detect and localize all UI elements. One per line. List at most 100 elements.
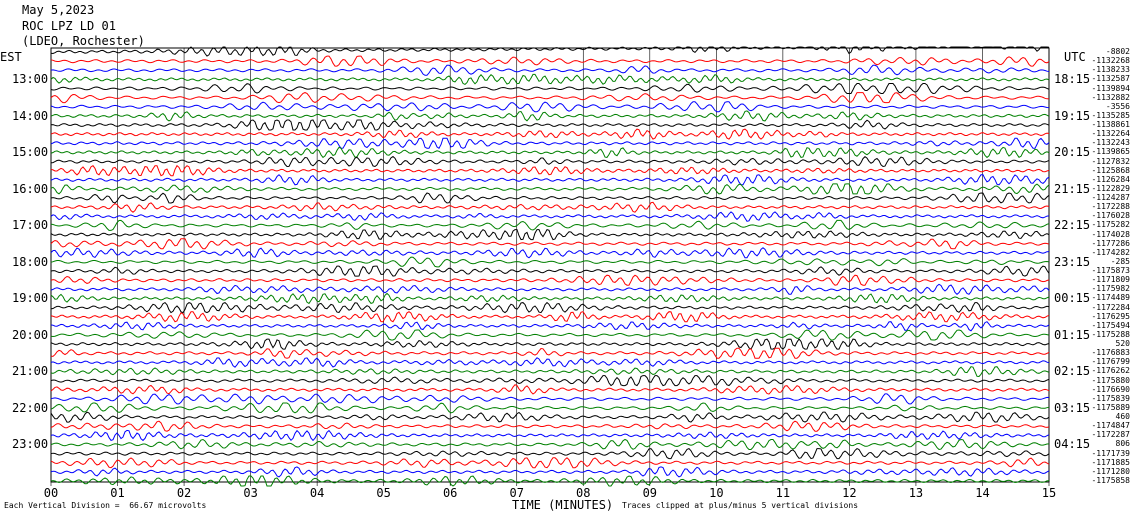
utc-hour-label: 03:15 (1054, 400, 1091, 415)
utc-hour-label: 22:15 (1054, 218, 1091, 233)
seismic-trace (50, 256, 1050, 268)
seismic-trace (50, 438, 1050, 451)
trace-offset-label: -1176295 (1091, 311, 1130, 321)
scale-note: Each Vertical Division = 66.67 microvolt… (4, 501, 207, 510)
trace-offset-label: -1171739 (1091, 448, 1130, 458)
x-tick-label: 15 (1041, 486, 1057, 500)
seismic-trace (50, 457, 1050, 469)
x-tick-label: 13 (908, 486, 924, 500)
utc-hour-label: 21:15 (1054, 181, 1091, 196)
seismic-trace (50, 119, 1050, 131)
seismic-trace (50, 357, 1050, 368)
utc-hour-label: 01:15 (1054, 327, 1091, 342)
trace-offset-label: -1175288 (1091, 329, 1130, 339)
seismic-trace (50, 174, 1050, 186)
trace-offset-label: -285 (1110, 256, 1130, 266)
seismic-trace (50, 192, 1050, 204)
est-hour-label: 21:00 (12, 364, 49, 379)
trace-offset-label: 520 (1115, 339, 1130, 349)
trace-offset-label: -1132243 (1091, 138, 1130, 148)
seismic-trace (50, 55, 1050, 67)
trace-offset-label: -1172284 (1091, 302, 1130, 312)
est-hour-label: 13:00 (12, 72, 49, 87)
trace-offset-label: -1175494 (1091, 320, 1130, 330)
seismic-trace (50, 420, 1050, 432)
trace-offset-label: 806 (1115, 439, 1130, 449)
trace-offset-label: -3556 (1105, 101, 1130, 111)
x-tick-label: 03 (243, 486, 258, 500)
x-tick-label: 08 (576, 486, 591, 500)
est-hour-label: 22:00 (12, 400, 49, 415)
utc-hour-label: 23:15 (1054, 254, 1091, 269)
seismic-trace (50, 329, 1050, 341)
x-tick-label: 05 (376, 486, 391, 500)
seismic-trace (50, 101, 1050, 113)
trace-offset-label: -1132587 (1091, 74, 1130, 84)
trace-offset-label: -1175282 (1091, 220, 1130, 230)
trace-offset-label: -1138233 (1091, 65, 1130, 75)
trace-offset-label: -1125868 (1091, 165, 1130, 175)
trace-offset-label: -1126284 (1091, 174, 1130, 184)
seismic-trace (50, 366, 1050, 378)
trace-offset-label: -1174028 (1091, 229, 1130, 239)
trace-offset-label: -1139865 (1091, 147, 1130, 157)
x-tick-label: 02 (176, 486, 192, 500)
trace-offset-label: -1172288 (1091, 202, 1130, 212)
x-tick-label: 04 (309, 486, 325, 500)
seismic-trace (50, 448, 1050, 460)
plot-frame (50, 47, 1050, 483)
trace-offset-label: -1132882 (1091, 92, 1130, 102)
trace-offset-label: -1127832 (1091, 156, 1130, 166)
seismic-trace (50, 146, 1050, 159)
seismic-trace (50, 46, 1050, 57)
trace-offset-label: -1171280 (1091, 466, 1130, 476)
seismic-trace (50, 402, 1050, 414)
trace-offset-label: -1132268 (1091, 56, 1130, 66)
est-hour-label: 15:00 (12, 145, 49, 160)
seismic-trace (50, 73, 1050, 85)
trace-offset-label: 460 (1115, 412, 1130, 422)
x-tick-label: 14 (975, 486, 990, 500)
seismic-trace (50, 247, 1050, 259)
seismic-trace (50, 137, 1050, 150)
x-tick-label: 06 (442, 486, 458, 500)
trace-offset-label: -1139894 (1091, 83, 1130, 93)
x-tick-label: 12 (842, 486, 857, 500)
trace-offset-label: -1172287 (1091, 430, 1130, 440)
seismic-trace (50, 265, 1050, 277)
trace-offset-label: -1124287 (1091, 193, 1130, 203)
est-hour-label: 18:00 (12, 254, 49, 269)
est-hour-label: 14:00 (12, 108, 49, 123)
trace-offset-label: -1171809 (1091, 275, 1130, 285)
seismic-trace (50, 384, 1050, 395)
trace-offset-label: -1175889 (1091, 402, 1130, 412)
seismic-trace (50, 393, 1050, 405)
trace-offset-label: -1175880 (1091, 375, 1130, 385)
seismic-trace (50, 374, 1050, 387)
seismic-trace (50, 311, 1050, 323)
seismic-trace (50, 64, 1050, 76)
est-hour-label: 20:00 (12, 327, 49, 342)
trace-offset-label: -1174282 (1091, 247, 1130, 257)
trace-offset-label: -1174847 (1091, 421, 1130, 431)
seismic-trace (50, 211, 1050, 222)
seismic-trace (50, 411, 1050, 423)
seismic-trace (50, 292, 1050, 305)
seismic-trace (50, 466, 1050, 478)
record-date: May 5,2023 (22, 3, 95, 17)
seismic-trace (50, 475, 1050, 487)
trace-offset-label: -8802 (1105, 47, 1130, 56)
station-location: (LDEO, Rochester) (22, 34, 145, 48)
x-tick-label: 00 (43, 486, 59, 500)
trace-offset-label: -1176028 (1091, 211, 1130, 221)
seismic-trace (50, 92, 1050, 104)
right-timezone-label: UTC (1064, 50, 1086, 64)
seismic-trace (50, 238, 1050, 250)
trace-offset-label: -1176690 (1091, 384, 1130, 394)
trace-offset-label: -1176799 (1091, 357, 1130, 367)
utc-hour-label: 19:15 (1054, 108, 1091, 123)
est-hour-label: 23:00 (12, 437, 49, 452)
seismic-trace (50, 128, 1050, 140)
trace-offset-label: -1176883 (1091, 348, 1130, 358)
x-axis-label: TIME (MINUTES) (512, 498, 614, 512)
